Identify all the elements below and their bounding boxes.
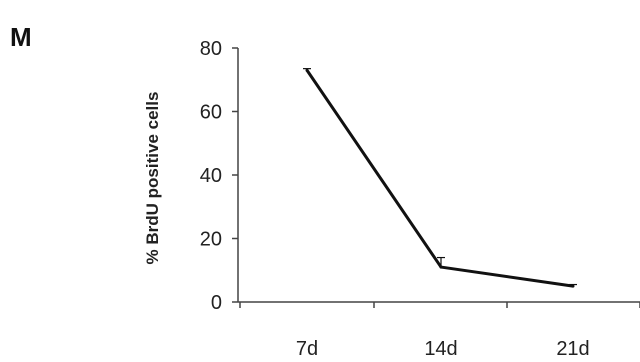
data-point — [305, 68, 309, 72]
panel-label: M — [10, 22, 32, 52]
x-tick-label: 14d — [424, 338, 457, 360]
x-axis: 7d 14d 21d — [238, 301, 640, 360]
x-tick-label: 7d — [296, 338, 318, 360]
y-axis: 0 20 40 60 80 — [200, 38, 239, 314]
data-point — [571, 284, 575, 288]
y-axis-title: % BrdU positive cells — [143, 92, 162, 265]
data-point — [439, 265, 443, 269]
y-tick-label: 20 — [200, 229, 222, 251]
y-tick-label: 60 — [200, 102, 222, 124]
x-tick-label: 21d — [556, 338, 589, 360]
y-tick-label: 80 — [200, 38, 222, 60]
series-line — [303, 68, 577, 288]
y-tick-label: 40 — [200, 165, 222, 187]
series-polyline — [305, 69, 574, 288]
y-tick-label: 0 — [211, 292, 222, 314]
